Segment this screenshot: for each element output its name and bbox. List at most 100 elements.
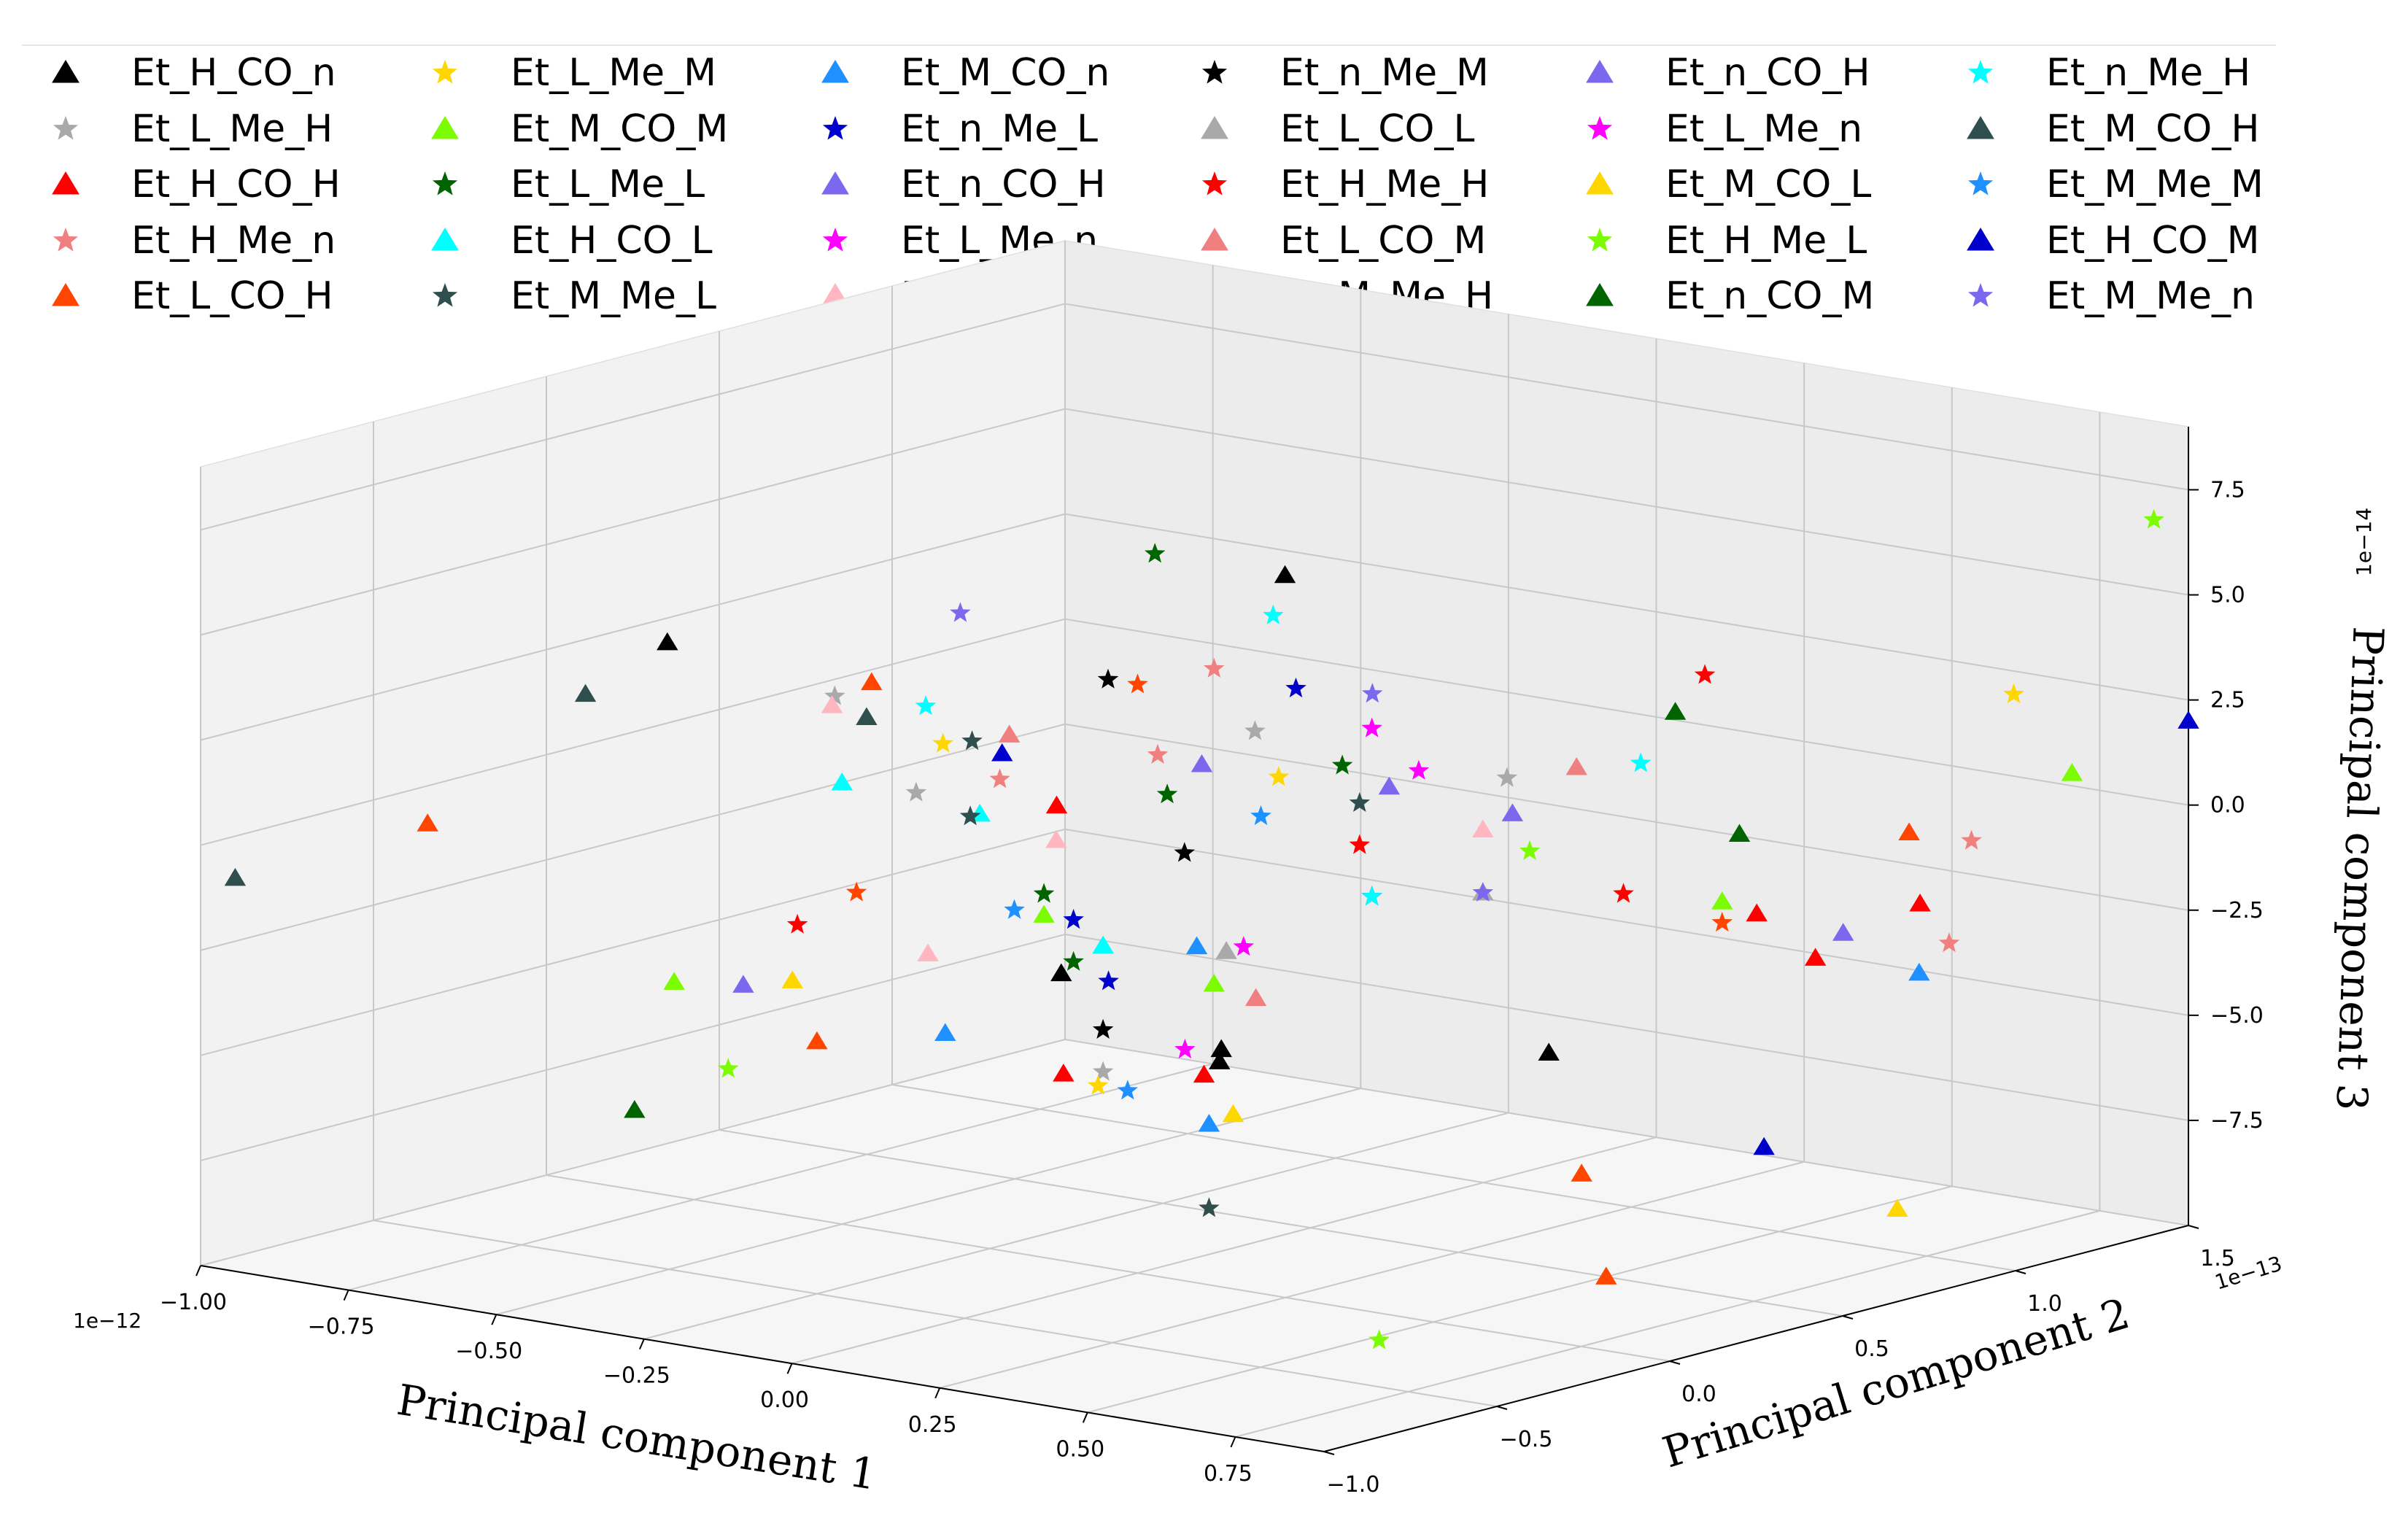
- legend-label: Et_M_Me_M: [2046, 163, 2264, 206]
- point-Et_M_Me_H: [1127, 673, 1148, 694]
- grid-line-z: [200, 828, 1066, 1056]
- point-Et_H_CO_H: [1045, 795, 1068, 814]
- point-Et_n_Me_L: [1063, 909, 1084, 929]
- point-Et_M_CO_H: [574, 683, 597, 702]
- legend-label: Et_L_CO_M: [1280, 219, 1486, 263]
- point-Et_M_Me_L: [1349, 791, 1371, 812]
- y-tick-label: 1.5: [2200, 1246, 2235, 1271]
- point-Et_L_Me_H: [1092, 1061, 1114, 1081]
- point-Et_L_Me_L: [1156, 783, 1178, 804]
- grid-line-z: [1064, 513, 2189, 701]
- grid-line-x: [348, 1063, 1213, 1291]
- point-Et_H_Me_L: [2143, 508, 2164, 529]
- point-Et_M_Me_H: [1711, 912, 1733, 932]
- legend-marker-star: [53, 228, 79, 252]
- point-Et_H_CO_n: [657, 632, 678, 651]
- point-Et_H_Me_H: [786, 913, 808, 934]
- point-Et_n_Me_H: [1263, 604, 1284, 624]
- legend-marker-star: [53, 116, 79, 140]
- point-Et_M_CO_M: [663, 972, 685, 990]
- legend-label: Et_n_CO_H: [1665, 51, 1870, 95]
- legend-label: Et_H_Me_L: [1665, 219, 1867, 263]
- point-Et_L_CO_H: [1571, 1163, 1592, 1182]
- legend-marker-triangle: [1967, 228, 1994, 251]
- point-Et_M_CO_n: [934, 1023, 956, 1041]
- legend-label: Et_M_CO_H: [2046, 107, 2259, 151]
- y-tick-label: 0.0: [1681, 1382, 1716, 1407]
- point-Et_L_Me_L: [1033, 883, 1055, 903]
- point-Et_n_Me_H: [1361, 886, 1382, 906]
- point-Et_L_Me_L: [1063, 950, 1084, 971]
- legend-marker-star: [432, 60, 458, 84]
- x-tick: [1230, 1436, 1236, 1448]
- legend-label: Et_n_CO_H: [901, 163, 1106, 206]
- point-Et_L_CO_n: [917, 943, 939, 961]
- point-Et_L_Me_H: [824, 685, 845, 705]
- legend-label: Et_L_Me_M: [511, 51, 716, 95]
- grid-line-y: [546, 1174, 1670, 1362]
- point-Et_M_Me_H: [845, 881, 867, 902]
- point-Et_M_CO_M: [1711, 891, 1733, 910]
- z-axis-title: Principal component 3: [2326, 625, 2393, 1111]
- point-Et_H_Me_n: [1147, 743, 1169, 764]
- point-Et_M_Me_L: [961, 730, 983, 751]
- legend-label: Et_H_CO_L: [511, 219, 713, 263]
- x-tick: [491, 1314, 498, 1325]
- axis-lines: [195, 427, 2199, 1455]
- z-tick-label: −5.0: [2210, 1003, 2264, 1029]
- legend-label: Et_n_Me_M: [1280, 51, 1489, 95]
- point-Et_L_CO_H: [1595, 1266, 1617, 1285]
- x-tick-label: 0.25: [908, 1412, 957, 1438]
- legend-marker-star: [822, 228, 848, 252]
- point-Et_H_CO_H: [1909, 894, 1931, 912]
- point-Et_H_Me_n: [1961, 829, 1982, 850]
- legend-label: Et_H_Me_H: [1280, 163, 1489, 206]
- point-Et_L_CO_n: [1045, 829, 1067, 848]
- legend-marker-triangle: [1967, 116, 1994, 139]
- legend-label: Et_H_CO_n: [131, 51, 336, 95]
- point-Et_M_CO_M: [1033, 905, 1055, 923]
- point-Et_M_CO_H: [856, 707, 878, 726]
- point-Et_n_Me_M: [1097, 668, 1119, 689]
- x-tick: [195, 1265, 201, 1277]
- point-Et_n_Me_M: [1092, 1018, 1114, 1039]
- z-tick-label: 0.0: [2210, 793, 2245, 818]
- point-Et_H_CO_n: [1538, 1042, 1560, 1061]
- point-Et_H_Me_L: [1368, 1329, 1390, 1349]
- grid-line-z: [200, 723, 1066, 951]
- grid-line-z: [200, 933, 1066, 1161]
- legend-marker-triangle: [1201, 228, 1228, 251]
- x-axis-line: [200, 1265, 1325, 1452]
- legend-label: Et_n_Me_L: [901, 107, 1098, 151]
- legend-label: Et_n_CO_M: [1665, 274, 1874, 318]
- point-Et_L_CO_H: [1898, 822, 1920, 841]
- grid-line-x: [939, 1161, 1805, 1389]
- point-Et_n_CO_H: [732, 975, 754, 993]
- point-Et_H_CO_H: [1053, 1064, 1075, 1082]
- y-tick: [2015, 1270, 2026, 1274]
- axis-panes: [200, 240, 2189, 1452]
- legend-marker-triangle: [1586, 283, 1614, 306]
- point-Et_H_CO_n: [1274, 565, 1296, 584]
- point-Et_L_CO_H: [417, 813, 438, 832]
- legend-marker-star: [1201, 171, 1228, 195]
- grid-line-y: [373, 1220, 1498, 1407]
- legend-label: Et_M_CO_L: [1665, 163, 1871, 206]
- legend-label: Et_L_CO_L: [1280, 107, 1474, 151]
- legend-marker-star: [432, 171, 458, 195]
- point-Et_H_CO_L: [1092, 935, 1114, 954]
- point-Et_H_CO_H: [1746, 903, 1768, 922]
- y-tick: [1496, 1406, 1508, 1410]
- y-tick-label: −0.5: [1500, 1427, 1553, 1452]
- point-Et_M_CO_L: [1886, 1198, 1908, 1217]
- legend-label: Et_M_Me_L: [511, 274, 716, 318]
- point-Et_H_CO_n: [1050, 963, 1072, 982]
- point-Et_H_CO_H: [1804, 948, 1827, 966]
- point-Et_L_CO_M: [1565, 757, 1587, 775]
- z-tick-label: 5.0: [2210, 583, 2245, 608]
- point-Et_L_CO_H: [861, 672, 883, 691]
- x-tick: [786, 1363, 793, 1374]
- point-Et_H_CO_M: [1753, 1136, 1775, 1155]
- legend-marker-triangle: [1586, 171, 1614, 195]
